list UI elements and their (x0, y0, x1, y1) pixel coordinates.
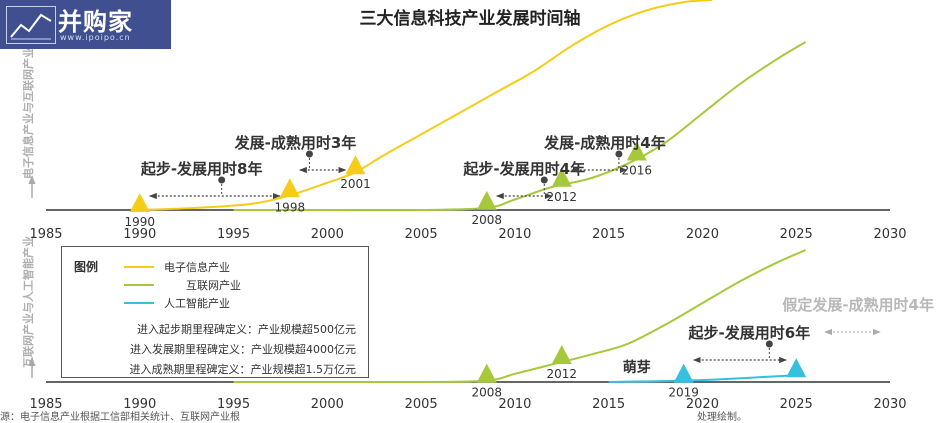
duration-annotation: 发展-成熟用时4年 (543, 134, 666, 152)
series-line-electronics (139, 0, 712, 211)
x-tick-label: 2000 (311, 397, 344, 412)
panel-1-ylabel: 电子信息产业与互联网产业 (21, 47, 35, 179)
panel-2-ylabel: 互联网产业与人工智能产业 (21, 236, 35, 368)
callout-dot (615, 150, 623, 158)
duration-annotation: 起步-发展用时4年 (462, 160, 585, 178)
callout-dot (218, 176, 226, 184)
x-tick-label: 2020 (686, 227, 719, 242)
x-tick-label: 2030 (873, 397, 906, 412)
milestone-marker (279, 178, 300, 198)
x-tick-label: 1985 (29, 397, 62, 412)
x-tick-label: 2015 (592, 397, 625, 412)
x-tick-label: 2005 (405, 397, 438, 412)
legend-swatch (124, 302, 154, 304)
duration-annotation: 起步-发展用时8年 (140, 160, 263, 178)
milestone-year-label: 2019 (668, 386, 699, 400)
milestone-marker (673, 363, 694, 383)
milestone-year-label: 1990 (125, 215, 156, 229)
brand-url: www.ipoipo.cn (60, 33, 131, 42)
brand-name: 并购家 (58, 8, 133, 36)
milestone-year-label: 2016 (622, 164, 653, 178)
milestone-year-label: 1998 (275, 200, 306, 214)
x-tick-label: 2030 (873, 227, 906, 242)
x-tick-label: 2010 (498, 397, 531, 412)
x-tick-label: 1995 (217, 227, 250, 242)
x-tick-label: 1995 (217, 397, 250, 412)
chart-logo-icon (6, 6, 56, 44)
legend-definition-startup: 进入起步期里程碑定义：产业规模超500亿元 (137, 323, 356, 336)
legend-definition-mature: 进入成熟期里程碑定义：产业规模超1.5万亿元 (129, 363, 357, 376)
x-tick-label: 1990 (123, 397, 156, 412)
callout-dot (305, 150, 313, 158)
x-tick-label: 2020 (686, 397, 719, 412)
x-tick-label: 2000 (311, 227, 344, 242)
duration-annotation: 假定发展-成熟用时4年 (782, 296, 934, 314)
x-tick-label: 2025 (780, 227, 813, 242)
milestone-year-label: 2001 (340, 177, 371, 191)
callout-dot (765, 340, 773, 348)
source-note: 源：电子信息产业根据工信部相关统计、互联网产业根 (0, 412, 240, 423)
milestone-marker (786, 358, 807, 378)
legend-label: 人工智能产业 (164, 297, 230, 310)
legend-swatch (124, 266, 154, 268)
milestone-year-label: 2008 (471, 213, 502, 227)
x-tick-label: 2005 (405, 227, 438, 242)
legend-label: 电子信息产业 (164, 261, 230, 274)
milestone-year-label: 2008 (471, 386, 502, 400)
x-tick-label: 1990 (123, 227, 156, 242)
milestone-year-label: 2012 (547, 190, 578, 204)
milestone-marker (551, 167, 572, 187)
x-tick-label: 2015 (592, 227, 625, 242)
x-tick-label: 2025 (780, 397, 813, 412)
chart-title: 三大信息科技产业发展时间轴 (360, 8, 581, 29)
x-tick-label: 1985 (29, 227, 62, 242)
milestone-marker (626, 141, 647, 161)
source-note-tail: 处理绘制。 (697, 412, 747, 423)
series-line-internet (233, 41, 807, 212)
legend-title: 图例 (74, 260, 99, 274)
series-line-internet (233, 249, 806, 384)
milestone-year-label: 2012 (547, 367, 578, 381)
duration-annotation: 萌芽 (623, 359, 651, 376)
milestone-marker (345, 155, 366, 175)
legend-definition-growth: 进入发展期里程碑定义：产业规模超4000亿元 (130, 343, 356, 356)
x-tick-label: 2010 (498, 227, 531, 242)
series-line-ai (608, 374, 797, 383)
milestone-marker (476, 363, 497, 383)
milestone-marker (476, 190, 497, 210)
legend-swatch (124, 284, 154, 286)
brand-logo: 并购家 www.ipoipo.cn (0, 0, 171, 49)
duration-annotation: 发展-成熟用时3年 (234, 134, 357, 152)
legend-box: 图例 电子信息产业 互联网产业 人工智能产业 进入起步期里程碑定义：产业规模超5… (61, 246, 369, 378)
duration-annotation: 起步-发展用时6年 (687, 324, 810, 342)
milestone-marker (551, 344, 572, 364)
callout-dot (540, 176, 548, 184)
legend-label: 互联网产业 (186, 279, 241, 292)
milestone-marker (129, 193, 150, 212)
